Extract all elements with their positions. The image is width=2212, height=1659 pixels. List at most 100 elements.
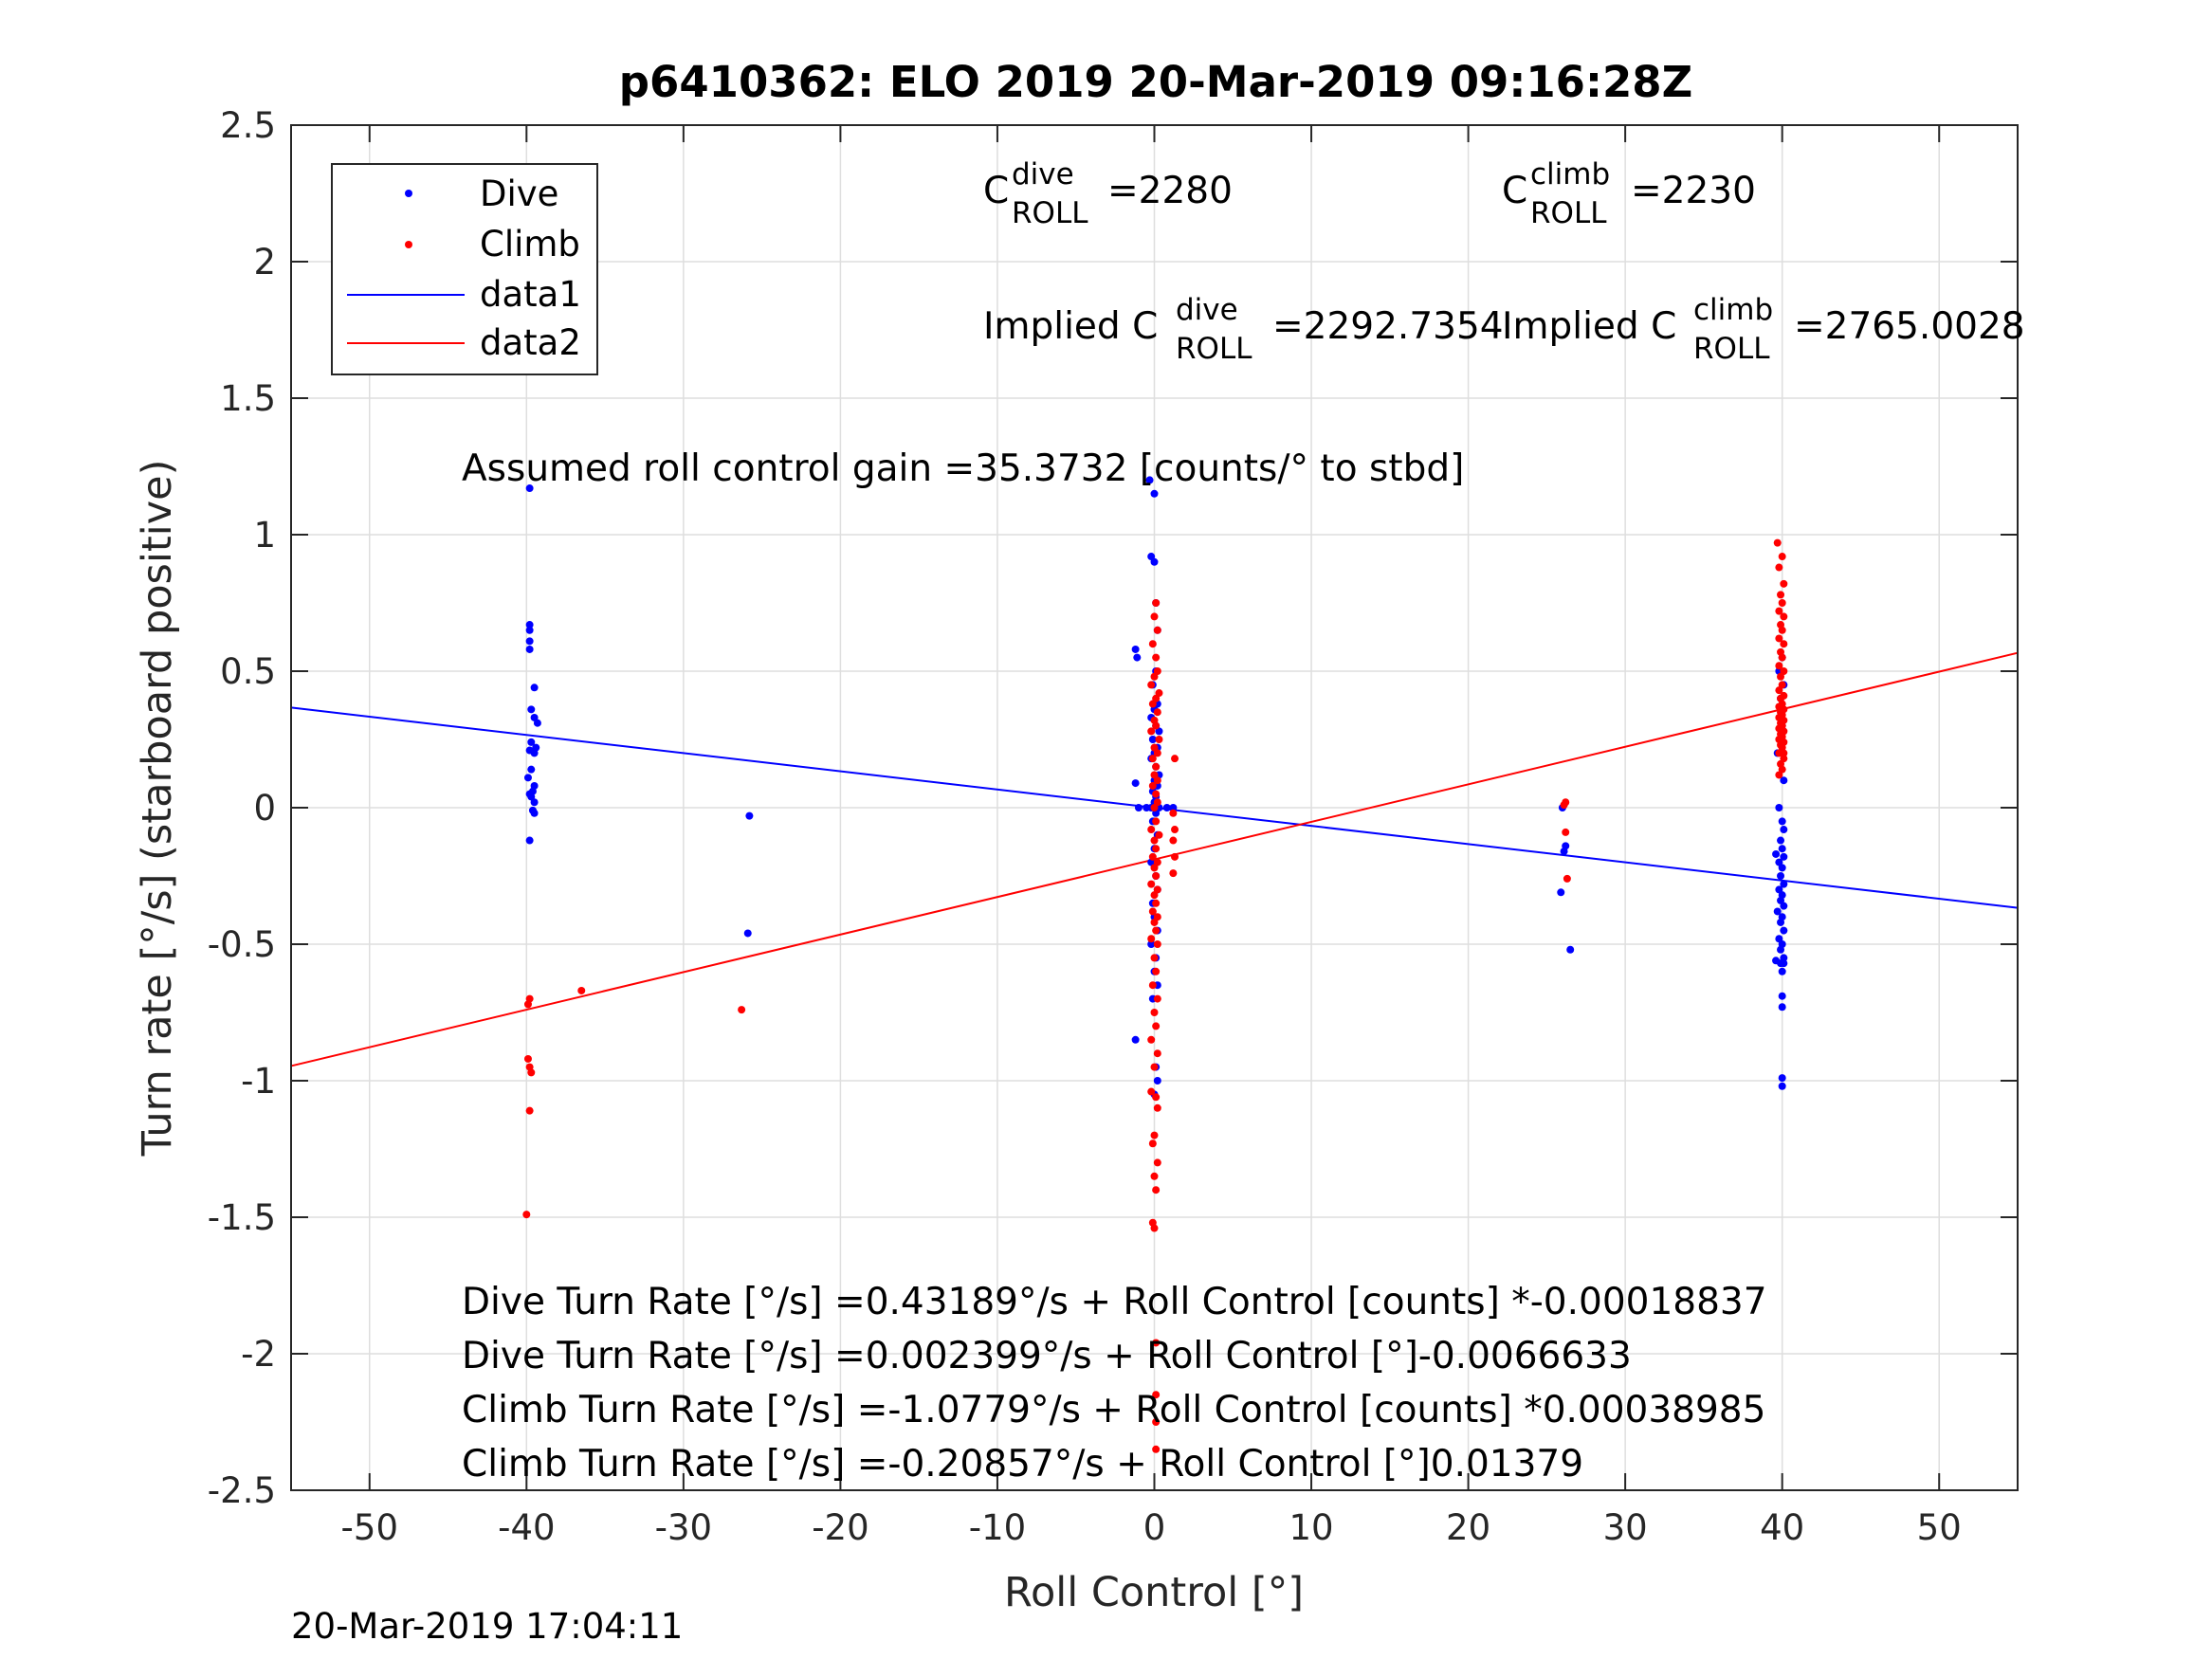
y-tick-label: 0.5 [220,651,276,692]
dive-point [530,684,539,692]
implied-dive-value: =2292.7354 [1272,305,1504,348]
c-roll-climb-base: C [1502,170,1527,212]
dive-point [1145,476,1154,484]
dive-point [525,836,534,845]
climb-point [1780,579,1788,588]
x-tick-label: -50 [341,1507,398,1548]
annotation-implied-climb: Implied C climb ROLL =2765.0028 [1502,293,2025,366]
y-tick-label: 2 [253,242,276,283]
dive-point [1148,736,1157,743]
dive-point [1780,776,1788,785]
climb-point [1147,681,1156,689]
dive-point [1131,1035,1140,1044]
dive-point [1778,967,1786,975]
legend-label-data2: data2 [480,322,581,363]
y-tick-label: 1.5 [220,378,276,419]
y-tick-label: -1.5 [208,1197,276,1238]
dive-point [525,484,534,493]
climb-point [1153,749,1161,757]
implied-climb-value: =2765.0028 [1794,305,2025,348]
climb-point [1153,940,1161,948]
climb-point [1147,727,1156,736]
dive-point [1153,1077,1161,1085]
series-points [522,476,1788,1453]
dive-point [1777,945,1785,954]
implied-dive-sub: ROLL [1176,332,1252,366]
dive-point [533,719,541,727]
climb-point [1147,1035,1156,1044]
chart-title: p6410362: ELO 2019 20-Mar-2019 09:16:28Z [619,57,1692,107]
x-tick-label: 0 [1143,1507,1166,1548]
x-tick-label: -30 [655,1507,712,1548]
climb-point [1780,612,1788,621]
climb-point [1777,672,1785,681]
dive-point [1566,945,1575,954]
dive-point [1778,864,1786,872]
dive-point [1772,849,1781,858]
climb-point [1775,607,1783,615]
climb-point [1775,771,1783,779]
climb-point [1778,553,1786,561]
x-tick-label: 10 [1289,1507,1333,1548]
dive-point [1777,836,1785,845]
dive-point [743,929,752,938]
climb-point [1560,801,1568,810]
climb-point [1778,626,1786,634]
plot-border [290,124,2019,1491]
climb-point [1152,653,1161,662]
climb-point [1171,755,1179,763]
dive-point [1150,489,1159,498]
dive-point [1778,992,1786,1000]
dive-point [1560,848,1568,856]
climb-point [1153,1103,1161,1112]
dive-point [527,738,536,746]
dive-point [1147,940,1156,948]
x-tick-label: -10 [969,1507,1026,1548]
c-roll-climb-sub: ROLL [1530,196,1607,230]
legend-label-data1: data1 [480,274,581,315]
dive-point [525,637,534,646]
climb-point [1150,1063,1159,1071]
climb-point [525,1106,534,1115]
climb-point [1148,907,1157,916]
dive-point [1131,779,1140,788]
climb-point [1563,874,1571,883]
climb-point [1150,1224,1159,1232]
climb-point [1171,826,1179,834]
dive-point [1557,888,1565,897]
legend-marker-dive [405,190,412,197]
dive-point [1162,804,1171,811]
climb-point [1152,872,1161,880]
x-tick-label: 30 [1603,1507,1648,1548]
climb-point [1148,852,1157,861]
climb-point [523,1000,532,1009]
climb-point [1150,864,1159,872]
climb-point [1153,708,1161,717]
c-roll-dive-sup: dive [1012,157,1074,191]
climb-point [1147,935,1156,943]
x-tick-label: 40 [1760,1507,1804,1548]
climb-point [1152,599,1161,607]
climb-point [1153,994,1161,1003]
climb-point [1150,954,1159,962]
fit-line-dive-degrees: Dive Turn Rate [°/s] =0.002399°/s + Roll… [462,1335,1632,1377]
dive-point [525,645,534,653]
climb-point [1150,1172,1159,1180]
dive-point [1778,845,1786,853]
climb-point [1153,1049,1161,1058]
y-tick-label: 1 [253,515,276,556]
climb-point [1562,828,1570,836]
legend-label-dive: Dive [480,173,558,214]
dive-point [527,705,536,714]
implied-climb-sub: ROLL [1693,332,1770,366]
climb-point [1773,538,1782,547]
climb-point [1147,1087,1156,1096]
climb-point [1778,653,1786,662]
climb-point [1152,1391,1161,1399]
x-tick-label: 50 [1917,1507,1962,1548]
climb-point [1148,700,1157,708]
climb-point [738,1006,746,1014]
legend-label-climb: Climb [480,224,580,264]
climb-point [523,1054,532,1063]
dive-point [1150,557,1159,566]
